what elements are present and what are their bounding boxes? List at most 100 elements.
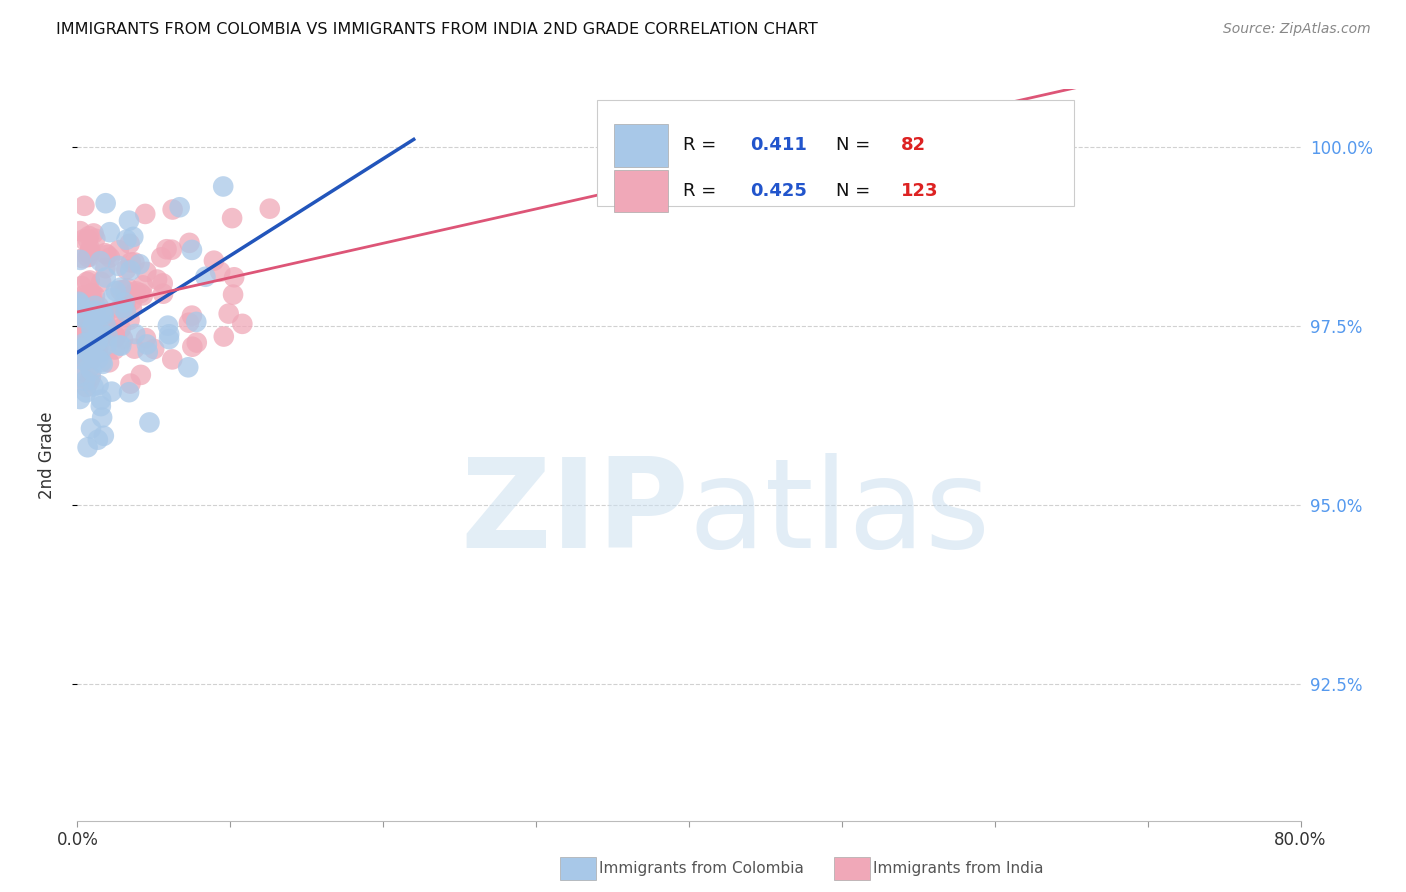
Point [122,230,145,244]
FancyBboxPatch shape [614,169,668,212]
Point [100,384,122,399]
Point [86,332,108,346]
Point [111,301,134,315]
Point [125,285,148,299]
Point [87,351,110,366]
Point [135,337,157,351]
Point [202,253,225,268]
Point [152,277,174,291]
Point [91,306,114,320]
Text: atlas: atlas [689,453,991,574]
Point [103,308,125,322]
Point [67,301,90,315]
Point [118,313,141,327]
Point [181,243,204,257]
Point [89,345,111,359]
Point [209,265,232,279]
Point [80,352,103,367]
Point [103,326,125,340]
Text: 0.411: 0.411 [751,136,807,154]
Point [80,369,103,384]
Point [82,379,104,393]
Point [146,272,169,286]
Point [108,301,131,316]
Point [128,257,150,271]
Point [231,317,253,331]
Point [94,312,117,326]
Point [104,284,127,298]
Point [94,246,117,260]
Point [80,324,103,338]
Point [79,244,101,259]
Point [222,287,245,301]
Point [69,341,91,355]
Point [129,286,152,301]
Point [97,324,120,338]
Point [67,369,90,384]
Text: Immigrants from Colombia: Immigrants from Colombia [599,862,804,876]
Point [77,375,100,389]
Point [79,345,101,359]
Point [115,233,138,247]
Point [86,345,108,359]
Point [67,308,90,322]
Point [69,224,91,238]
Point [110,283,132,297]
Point [120,255,142,269]
Point [114,300,136,314]
Point [90,399,112,413]
Point [156,318,179,333]
Point [111,332,134,346]
Point [77,345,100,359]
Point [89,309,111,323]
Point [138,416,160,430]
Point [96,248,118,262]
Point [90,355,112,369]
Point [69,318,91,332]
Point [87,433,110,447]
Point [129,368,152,382]
Point [93,308,115,322]
Point [70,316,93,330]
Point [118,213,141,227]
Point [82,294,104,309]
FancyBboxPatch shape [598,100,1074,206]
Point [132,278,155,293]
Point [67,315,90,329]
Point [79,247,101,261]
Point [94,196,117,211]
Point [79,242,101,256]
Point [121,293,143,308]
Point [115,305,138,319]
Point [80,320,103,334]
Y-axis label: 2nd Grade: 2nd Grade [38,411,56,499]
Point [124,255,146,269]
Point [124,342,146,356]
Point [73,319,96,334]
Point [73,291,96,305]
Point [94,261,117,276]
Point [96,337,118,351]
Text: R =: R = [683,182,721,200]
Point [91,357,114,371]
Point [72,289,94,303]
Point [177,316,200,330]
Point [90,392,112,407]
Point [84,307,107,321]
Text: Source: ZipAtlas.com: Source: ZipAtlas.com [1223,22,1371,37]
Point [108,338,131,352]
Point [69,252,91,267]
Point [91,410,114,425]
Point [69,392,91,406]
Point [120,376,142,391]
Point [76,233,98,247]
Point [110,321,132,335]
Point [72,341,94,355]
Point [135,265,157,279]
FancyBboxPatch shape [614,124,668,167]
Point [98,251,121,265]
Point [76,313,98,327]
Point [104,330,127,344]
Point [162,352,184,367]
Point [181,340,204,354]
